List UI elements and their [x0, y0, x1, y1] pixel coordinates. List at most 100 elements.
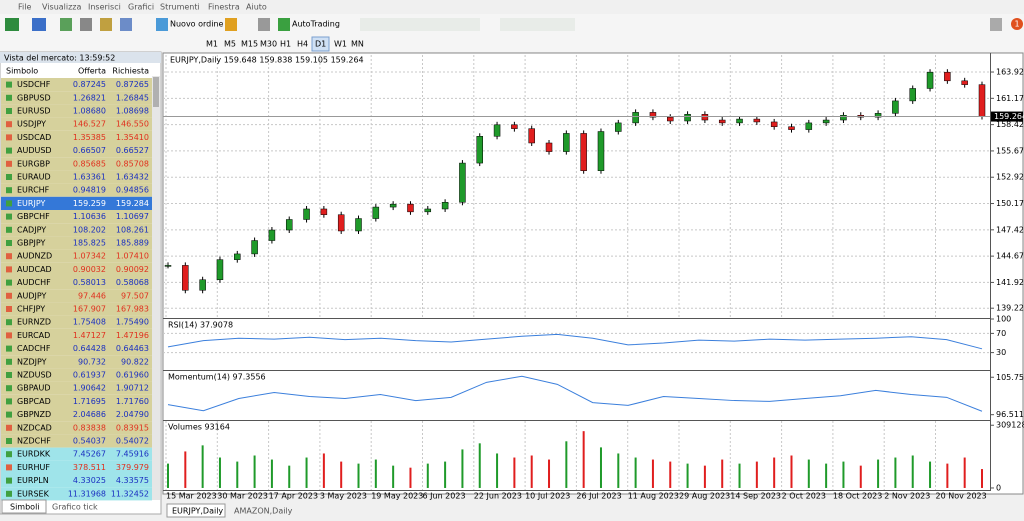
date-label: 18 Oct 2023: [833, 492, 882, 501]
volume-bar: [409, 467, 412, 488]
volume-bar: [218, 457, 221, 488]
icon-search[interactable]: [990, 18, 1002, 31]
symbol[interactable]: AUDCAD: [17, 265, 52, 274]
row-background: [1, 196, 152, 210]
row-background: [1, 170, 152, 184]
volume-bar: [167, 463, 169, 488]
timeframe-button[interactable]: H4: [297, 40, 308, 49]
bid: 167.907: [73, 305, 106, 314]
symbol[interactable]: AUDUSD: [17, 146, 52, 155]
bid: 0.54037: [73, 437, 106, 446]
volume-bar: [617, 453, 620, 488]
volume-bar: [963, 457, 966, 488]
symbol[interactable]: NZDUSD: [17, 371, 52, 380]
symbol[interactable]: EURJPY: [17, 199, 45, 208]
symbol[interactable]: AUDJPY: [17, 291, 46, 300]
symbol[interactable]: AUDNZD: [17, 252, 52, 261]
symbol[interactable]: EURGBP: [17, 159, 50, 168]
alerts-badge[interactable]: [1011, 18, 1023, 30]
indicator-tools[interactable]: [500, 18, 575, 31]
scroll-thumb[interactable]: [153, 77, 159, 107]
symbol[interactable]: EURCAD: [17, 331, 50, 340]
row-icon: [6, 398, 12, 405]
symbol[interactable]: EURAUD: [17, 173, 51, 182]
symbol[interactable]: USDJPY: [17, 120, 46, 129]
icon-tester[interactable]: [120, 18, 132, 31]
icon-autotrading[interactable]: [278, 18, 290, 31]
current-price-box: [991, 111, 1023, 122]
row-icon: [6, 134, 12, 141]
symbol[interactable]: GBPAUD: [17, 384, 51, 393]
candle: [944, 71, 951, 82]
tab[interactable]: Simboli: [10, 503, 40, 512]
symbol[interactable]: NZDJPY: [17, 357, 47, 366]
row-icon: [6, 292, 12, 299]
symbol[interactable]: USDCAD: [17, 133, 51, 142]
symbol[interactable]: NZDCAD: [17, 423, 52, 432]
row-icon: [6, 385, 12, 392]
volume-bar: [807, 459, 810, 488]
chart-tab[interactable]: EURJPY,Daily: [172, 507, 223, 516]
icon-new-order[interactable]: [156, 18, 168, 31]
timeframe-button[interactable]: M15: [241, 40, 258, 49]
price-label: 152.920: [996, 173, 1024, 182]
symbol[interactable]: USDCHF: [17, 80, 51, 89]
timeframe-button[interactable]: H1: [280, 40, 291, 49]
symbol[interactable]: EURPLN: [17, 476, 49, 485]
icon-globe[interactable]: [258, 18, 270, 31]
bid: 4.33025: [73, 476, 106, 485]
symbol[interactable]: GBPUSD: [17, 93, 51, 102]
row-background: [1, 130, 152, 144]
timeframe-button[interactable]: W1: [334, 40, 347, 49]
bid: 108.202: [73, 225, 106, 234]
timeframe-button[interactable]: MN: [351, 40, 364, 49]
icon-terminal[interactable]: [100, 18, 112, 31]
timeframe-button[interactable]: D1: [315, 40, 326, 49]
symbol[interactable]: EURNZD: [17, 318, 51, 327]
icon-profiles[interactable]: [32, 18, 46, 31]
timeframe-button[interactable]: M30: [260, 40, 277, 49]
menu-item[interactable]: Inserisci: [88, 3, 121, 12]
new-order-button[interactable]: Nuovo ordine: [170, 20, 224, 29]
timeframe-active: [311, 36, 330, 52]
tab[interactable]: Grafico tick: [52, 503, 98, 512]
tab-active[interactable]: [1, 499, 47, 514]
volume-bar: [426, 463, 429, 488]
autotrading-button[interactable]: AutoTrading: [292, 20, 340, 29]
axis-label: 96.5119: [996, 410, 1024, 419]
icon-market[interactable]: [60, 18, 72, 31]
chart-tab[interactable]: AMAZON,Daily: [234, 507, 293, 516]
timeframe-button[interactable]: M5: [224, 40, 236, 49]
candle: [441, 202, 449, 210]
symbol[interactable]: GBPCAD: [17, 397, 51, 406]
icon-editor[interactable]: [225, 18, 237, 31]
symbol[interactable]: EURCHF: [17, 186, 50, 195]
symbol[interactable]: AUDCHF: [17, 278, 51, 287]
symbol[interactable]: CADCHF: [17, 344, 51, 353]
scrollbar[interactable]: [152, 76, 160, 500]
symbol[interactable]: EURSEK: [17, 489, 50, 498]
row-background: [1, 236, 152, 250]
row-icon: [6, 200, 12, 207]
menu-item[interactable]: Finestra: [208, 3, 240, 12]
icon-new-chart[interactable]: [5, 18, 19, 31]
chart-tools[interactable]: [360, 18, 480, 31]
symbol[interactable]: EURDKK: [17, 450, 51, 459]
symbol[interactable]: CHFJPY: [17, 305, 45, 314]
candle: [667, 116, 674, 122]
menu-item[interactable]: File: [18, 3, 31, 12]
menu-item[interactable]: Aiuto: [246, 3, 267, 12]
symbol[interactable]: GBPNZD: [17, 410, 51, 419]
timeframe-button[interactable]: M1: [206, 40, 218, 49]
symbol[interactable]: CADJPY: [17, 225, 46, 234]
symbol[interactable]: GBPJPY: [17, 239, 46, 248]
menu-item[interactable]: Visualizza: [42, 3, 82, 12]
symbol[interactable]: NZDCHF: [17, 437, 51, 446]
menu-item[interactable]: Grafici: [128, 3, 154, 12]
chart-tab-active[interactable]: [166, 503, 226, 518]
symbol[interactable]: GBPCHF: [17, 212, 50, 221]
menu-item[interactable]: Strumenti: [160, 3, 200, 12]
symbol[interactable]: EURUSD: [17, 107, 51, 116]
icon-navigator[interactable]: [80, 18, 92, 31]
symbol[interactable]: EURHUF: [17, 463, 50, 472]
